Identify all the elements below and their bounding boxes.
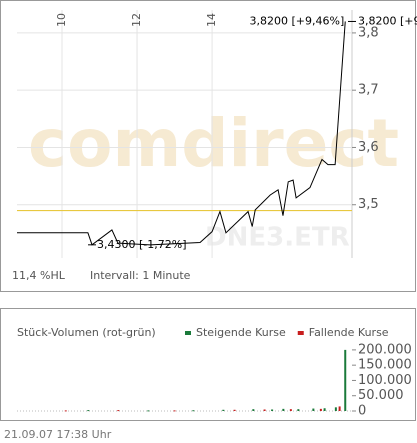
volume-bar xyxy=(334,407,337,411)
hl-note: 11,4 %HL xyxy=(12,269,66,282)
volume-bar xyxy=(282,408,285,411)
interval-note: Intervall: 1 Minute xyxy=(90,269,191,282)
volume-bar xyxy=(344,349,347,411)
y-tick-label: 200.000 xyxy=(358,342,412,357)
x-tick-label: 12 xyxy=(130,13,143,27)
legend-label: Fallende Kurse xyxy=(309,326,389,339)
volume-bar xyxy=(319,408,322,411)
y-tick-label: 0 xyxy=(358,404,366,419)
y-tick-label: 3,6 xyxy=(358,140,379,155)
y-tick-label: 100.000 xyxy=(358,373,412,388)
volume-bar xyxy=(233,409,236,411)
volume-bar xyxy=(289,409,292,411)
legend-swatch xyxy=(185,331,191,335)
y-tick-label: 3,5 xyxy=(358,197,379,212)
volume-bar xyxy=(263,409,266,411)
y-tick-label: 50.000 xyxy=(358,388,404,403)
volume-bar xyxy=(297,409,300,411)
volume-title: Stück-Volumen (rot-grün) xyxy=(17,326,156,339)
volume-bar xyxy=(323,408,326,411)
watermark: comdirect xyxy=(28,105,399,182)
min-label: 3,4300 [-1,72%] xyxy=(97,238,186,251)
x-tick-label: 10 xyxy=(55,13,68,27)
y-tick-label: 3,7 xyxy=(358,83,379,98)
price-panel xyxy=(0,0,416,292)
y-tick-label: 3,8 xyxy=(358,25,379,40)
volume-bar xyxy=(252,409,255,411)
symbol: DNE3.ETR xyxy=(205,223,350,253)
y-tick-label: 150.000 xyxy=(358,358,412,373)
volume-bar xyxy=(64,410,67,412)
x-tick-label: 14 xyxy=(205,13,218,27)
volume-bar xyxy=(222,409,225,411)
volume-bar xyxy=(338,406,341,411)
volume-panel xyxy=(0,308,416,421)
legend-swatch xyxy=(297,331,304,335)
volume-bar xyxy=(271,409,274,411)
volume-bar xyxy=(117,410,120,412)
price-line xyxy=(17,21,346,246)
volume-bar xyxy=(173,410,176,412)
footer: 21.09.07 17:38 Uhr xyxy=(4,428,112,441)
volume-bar xyxy=(312,408,315,411)
last-label: 3,8200 [+9,46%] xyxy=(358,14,417,27)
volume-bar xyxy=(147,410,150,412)
legend-label: Steigende Kurse xyxy=(196,326,286,339)
volume-bar xyxy=(192,410,195,412)
max-label: 3,8200 [+9,46%] xyxy=(250,14,345,27)
volume-bar xyxy=(87,410,90,412)
